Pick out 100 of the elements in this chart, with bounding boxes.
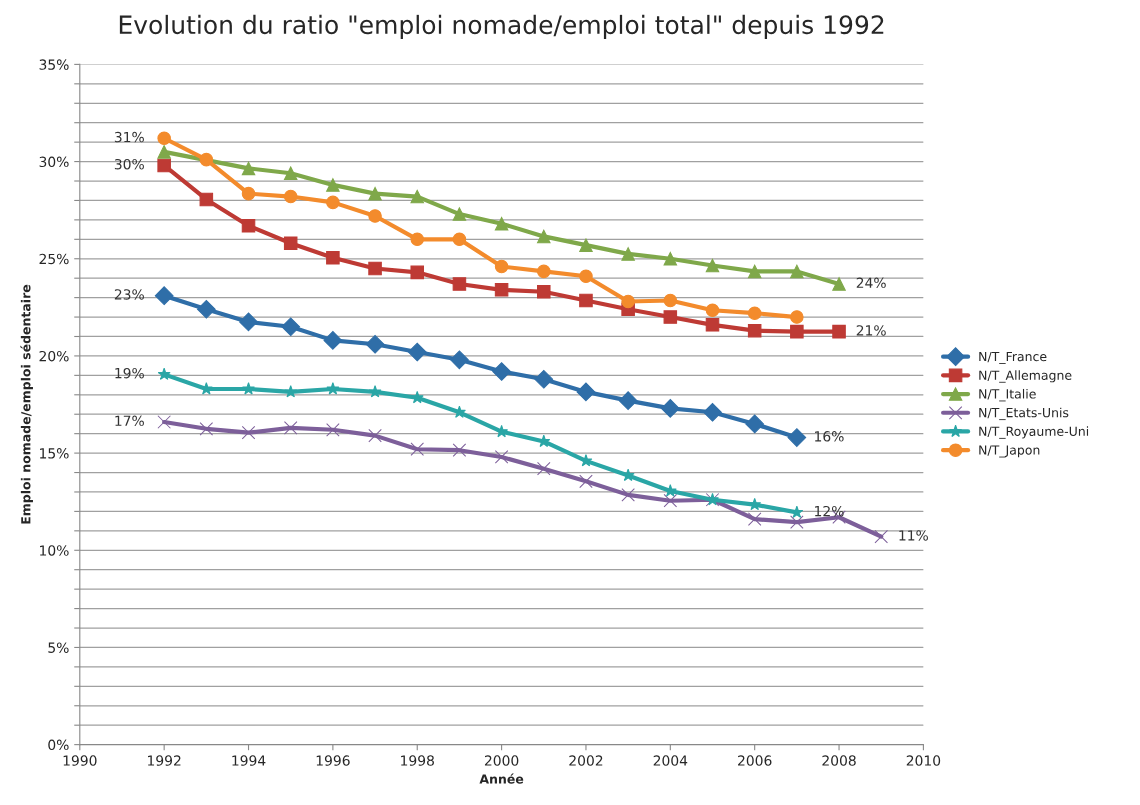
point (283, 421, 298, 435)
point (494, 450, 509, 464)
point (410, 442, 425, 456)
point (284, 385, 298, 398)
x-tick-label: 2010 (906, 755, 941, 766)
point (326, 423, 340, 437)
point (537, 434, 551, 448)
point (241, 425, 256, 440)
point (790, 515, 804, 529)
y-tick-label: 30% (39, 156, 69, 168)
legend-label: N/T_Royaume-Uni (979, 426, 1089, 439)
point (790, 310, 804, 324)
point (579, 269, 593, 284)
point (790, 264, 804, 279)
x-tick-label: 1992 (148, 755, 181, 766)
x-tick-label: 2000 (484, 755, 519, 766)
x-axis-title: Année (479, 773, 524, 784)
x-tick-label: 1994 (232, 755, 266, 766)
point (368, 209, 382, 223)
point (663, 251, 678, 266)
y-tick-label: 10% (40, 545, 69, 556)
point (494, 259, 509, 274)
y-axis-title: Emploi nomade/emploi sédentaire (20, 284, 33, 524)
point (157, 367, 171, 380)
point (747, 512, 762, 526)
chart-title: Evolution du ratio "emploi nomade/emploi total" depuis 1992 (119, 14, 884, 40)
point (537, 461, 551, 476)
point (663, 493, 678, 508)
point (579, 293, 593, 308)
point (283, 236, 298, 250)
point (326, 382, 340, 395)
point (241, 186, 256, 201)
point (790, 505, 804, 518)
point (450, 350, 469, 370)
legend-label: N/T_Italie (979, 388, 1036, 402)
point (537, 264, 551, 279)
x-tick-label: 1996 (316, 755, 350, 766)
x-tick-label: 1990 (63, 755, 97, 766)
point (748, 497, 762, 511)
point (618, 391, 638, 410)
point (537, 285, 551, 299)
point (368, 385, 382, 398)
point (199, 152, 214, 167)
annotation: 17% (115, 415, 144, 427)
point (579, 238, 593, 252)
point (452, 232, 467, 247)
point (281, 317, 301, 337)
point (365, 334, 385, 354)
annotation: 31% (114, 131, 144, 143)
x-tick-label: 2004 (653, 755, 688, 766)
point (326, 195, 340, 210)
point (745, 414, 765, 434)
point (326, 178, 340, 192)
point (747, 264, 762, 279)
point (196, 299, 216, 319)
point (705, 303, 720, 318)
legend-label: N/T_Japon (979, 445, 1040, 458)
point (323, 331, 343, 350)
point (747, 323, 762, 338)
point (621, 294, 635, 309)
point (283, 189, 298, 204)
point (157, 131, 171, 146)
y-tick-label: 20% (39, 350, 69, 362)
point (410, 189, 425, 204)
x-tick-label: 1998 (401, 755, 434, 766)
point (534, 369, 554, 389)
point (368, 186, 382, 201)
point (495, 424, 509, 438)
point (621, 247, 635, 261)
point (283, 166, 298, 181)
annotation: 16% (815, 431, 844, 442)
point (663, 293, 678, 308)
point (154, 286, 174, 306)
point (326, 251, 340, 265)
point (494, 217, 509, 231)
point (832, 277, 846, 291)
legend-label: N/T_France (979, 351, 1047, 364)
annotation: 23% (114, 289, 144, 300)
annotation: 11% (899, 530, 928, 541)
point (705, 318, 720, 332)
point (410, 232, 425, 247)
point (239, 312, 258, 332)
point (537, 229, 551, 244)
point (660, 399, 680, 418)
point (787, 428, 807, 447)
annotation: 30% (114, 158, 144, 170)
y-tick-label: 5% (48, 642, 69, 653)
annotation: 19% (115, 367, 144, 379)
point (452, 207, 467, 221)
point (576, 382, 596, 402)
annotation: 21% (856, 325, 886, 336)
point (705, 258, 720, 273)
point (579, 474, 593, 489)
legend-label: N/T_Allemagne (979, 370, 1072, 383)
point (368, 261, 382, 276)
point (242, 382, 255, 395)
point (452, 443, 467, 457)
point (494, 283, 509, 297)
point (832, 324, 846, 339)
annotation: 24% (856, 277, 886, 289)
